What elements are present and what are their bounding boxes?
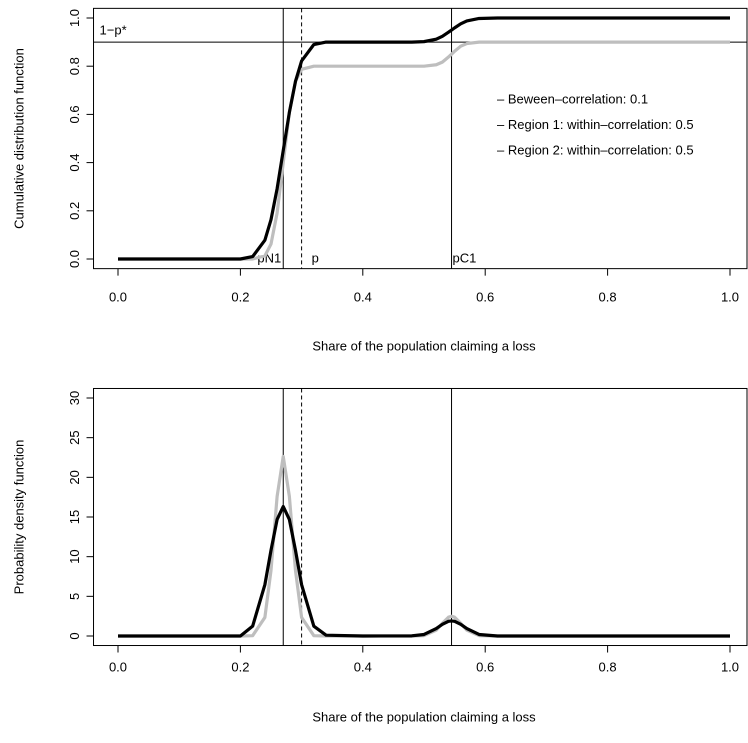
- x-tick-label: 0.4: [354, 289, 372, 304]
- x-tick-label: 0.2: [231, 289, 249, 304]
- y-tick-label: 1.0: [67, 9, 82, 27]
- x-tick-label: 0.0: [109, 659, 127, 674]
- reference-label: p: [312, 250, 319, 265]
- y-tick-label: 20: [67, 470, 82, 484]
- x-axis-title: Share of the population claiming a loss: [312, 338, 536, 353]
- y-tick-label: 0.4: [67, 154, 82, 172]
- y-tick-label: 5: [67, 593, 82, 600]
- reference-label: pC1: [453, 250, 477, 265]
- x-tick-label: 0.2: [231, 659, 249, 674]
- x-tick-label: 0.8: [599, 289, 617, 304]
- y-tick-label: 0.0: [67, 250, 82, 268]
- x-tick-label: 1.0: [721, 289, 739, 304]
- reference-label: pN1: [257, 250, 281, 265]
- y-tick-label: 0.8: [67, 57, 82, 75]
- y-axis-title: Probability density function: [11, 440, 26, 595]
- data-line: [118, 504, 730, 638]
- reference-label: 1−p*: [100, 23, 127, 38]
- x-tick-label: 0.0: [109, 289, 127, 304]
- legend-entry: – Region 2: within–correlation: 0.5: [497, 142, 694, 157]
- x-tick-label: 0.6: [476, 289, 494, 304]
- y-tick-label: 0.6: [67, 105, 82, 123]
- y-tick-label: 0: [67, 632, 82, 639]
- data-line: [118, 16, 730, 261]
- y-tick-label: 0.2: [67, 202, 82, 220]
- legend-entry: – Beween–correlation: 0.1: [497, 91, 648, 106]
- plot-box: [93, 7, 748, 270]
- x-tick-label: 0.8: [599, 659, 617, 674]
- legend-entry: – Region 1: within–correlation: 0.5: [497, 117, 694, 132]
- y-tick-label: 30: [67, 391, 82, 405]
- y-tick-label: 15: [67, 510, 82, 524]
- y-tick-label: 10: [67, 549, 82, 563]
- plot-box: [93, 387, 748, 647]
- data-line: [118, 40, 730, 261]
- data-line: [118, 454, 730, 638]
- y-tick-label: 25: [67, 430, 82, 444]
- x-tick-label: 1.0: [721, 659, 739, 674]
- y-axis-title: Cumulative distribution function: [11, 48, 26, 229]
- x-tick-label: 0.6: [476, 659, 494, 674]
- x-tick-label: 0.4: [354, 659, 372, 674]
- x-axis-title: Share of the population claiming a loss: [312, 709, 536, 724]
